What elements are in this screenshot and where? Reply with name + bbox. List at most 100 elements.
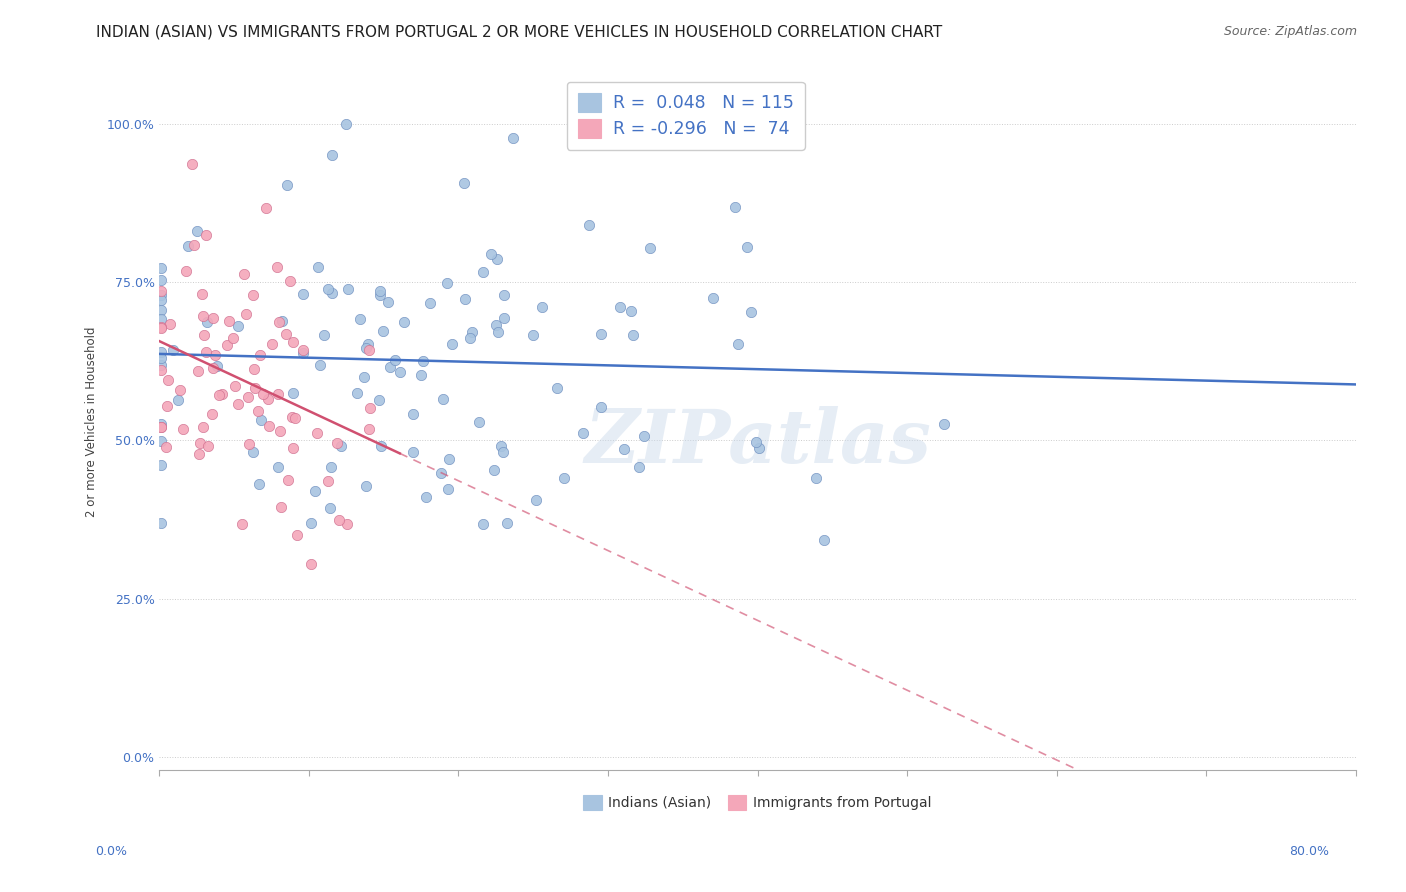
Point [191,286,214,301]
Point [149,358,172,372]
Point [368,284,391,298]
Point [737,240,759,254]
Point [359,421,381,435]
Point [522,328,544,343]
Point [283,386,305,401]
Point [149,516,172,531]
Point [149,311,172,326]
Point [260,336,283,351]
Point [149,420,172,434]
Point [252,387,274,401]
Point [440,337,463,351]
Point [269,424,291,438]
Point [415,490,437,504]
Point [228,319,250,334]
Point [259,419,281,434]
Point [247,404,270,418]
Point [531,300,554,314]
Point [201,310,224,325]
Point [235,307,257,321]
Point [211,386,233,401]
Point [233,267,256,281]
Point [368,288,391,302]
Point [231,517,253,532]
Text: INDIAN (ASIAN) VS IMMIGRANTS FROM PORTUGAL 2 OR MORE VEHICLES IN HOUSEHOLD CORRE: INDIAN (ASIAN) VS IMMIGRANTS FROM PORTUG… [96,25,942,40]
Point [384,353,406,368]
Point [242,362,264,376]
Point [489,439,512,453]
Point [191,420,214,434]
Point [419,296,441,310]
Point [321,285,343,300]
Point [226,397,249,411]
Point [278,274,301,288]
Point [149,434,172,449]
Point [270,500,292,514]
Point [243,381,266,395]
Point [486,325,509,339]
Point [149,417,172,431]
Point [187,364,209,378]
Point [613,442,636,457]
Point [202,361,225,376]
Point [281,410,304,425]
Point [149,319,172,334]
Point [247,477,270,491]
Point [627,459,650,474]
Point [149,260,172,275]
Point [354,341,377,355]
Point [207,388,229,402]
Point [356,336,378,351]
Point [221,331,243,345]
Point [432,392,454,406]
Point [492,445,515,459]
Point [328,513,350,527]
Point [578,219,600,233]
Point [354,479,377,493]
Point [436,482,458,496]
Point [335,117,357,131]
Point [727,337,749,351]
Point [174,264,197,278]
Point [269,315,291,329]
Point [149,344,172,359]
Point [702,291,724,305]
Point [609,300,631,314]
Point [371,324,394,338]
Point [149,273,172,287]
Text: 0.0%: 0.0% [96,846,128,858]
Point [357,343,380,357]
Point [183,237,205,252]
Point [181,157,204,171]
Point [620,304,643,318]
Point [299,558,322,572]
Point [169,383,191,397]
Point [238,390,260,404]
Point [188,447,211,461]
Point [167,393,190,408]
Point [201,407,224,421]
Point [276,178,298,193]
Point [304,484,326,499]
Point [472,265,495,279]
Point [409,368,432,382]
Point [276,326,298,341]
Point [149,420,172,434]
Point [291,345,314,359]
Point [321,148,343,162]
Point [155,440,177,454]
Point [546,381,568,395]
Point [270,314,292,328]
Point [193,327,215,342]
Point [437,451,460,466]
Point [149,321,172,335]
Point [524,492,547,507]
Point [292,343,315,357]
Point [284,410,307,425]
Point [197,439,219,453]
Point [172,421,194,435]
Point [461,325,484,339]
Point [479,247,502,261]
Point [377,294,399,309]
Point [412,354,434,368]
